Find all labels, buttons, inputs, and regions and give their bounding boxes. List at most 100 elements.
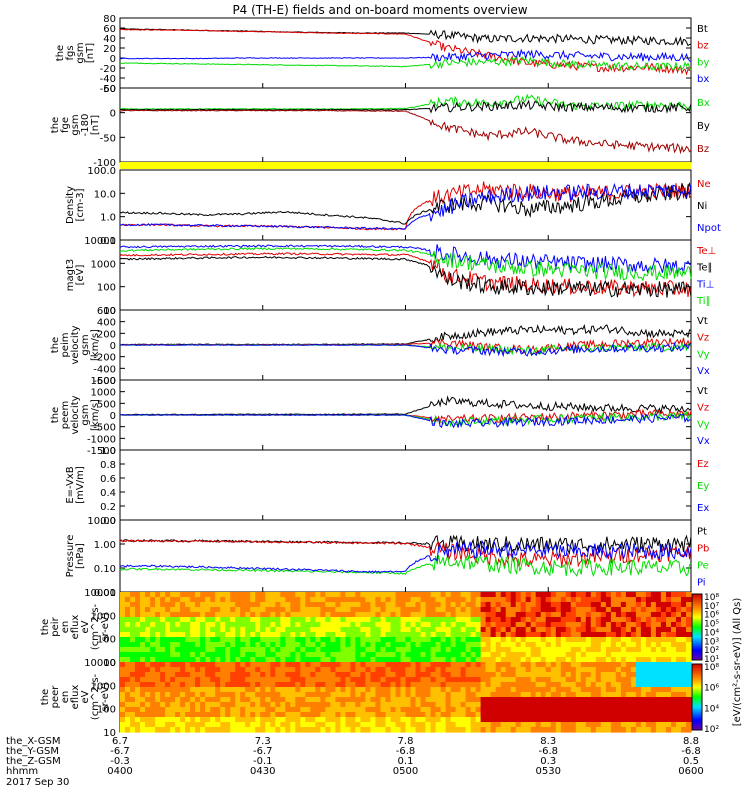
heatmap-cell xyxy=(165,697,171,703)
heatmap-cell xyxy=(510,662,517,668)
y-tick-label: 0.2 xyxy=(100,502,116,513)
heatmap-cell xyxy=(681,602,687,608)
heatmap-cell xyxy=(640,622,647,628)
heatmap-cell xyxy=(430,687,437,693)
heatmap-cell xyxy=(585,657,592,663)
heatmap-cell xyxy=(676,702,682,708)
heatmap-cell xyxy=(205,707,211,713)
heatmap-cell xyxy=(530,652,537,658)
x-tick-label: 7.3 xyxy=(255,736,271,747)
heatmap-cell xyxy=(440,662,447,668)
heatmap-cell xyxy=(290,667,296,673)
heatmap-cell xyxy=(605,702,612,708)
heatmap-cell xyxy=(676,717,682,723)
heatmap-cell xyxy=(600,707,607,713)
heatmap-cell xyxy=(230,657,236,663)
heatmap-cell xyxy=(635,682,642,688)
heatmap-cell xyxy=(681,722,687,728)
legend-Te∥: Te∥ xyxy=(696,263,713,274)
heatmap-cell xyxy=(235,727,241,733)
heatmap-cell xyxy=(585,717,592,723)
heatmap-cell xyxy=(290,672,296,678)
heatmap-cell xyxy=(445,662,452,668)
heatmap-cell xyxy=(450,602,457,608)
heatmap-cell xyxy=(175,657,181,663)
heatmap-cell xyxy=(660,677,667,683)
heatmap-cell xyxy=(565,642,572,648)
heatmap-cell xyxy=(435,652,442,658)
heatmap-cell xyxy=(165,712,171,718)
heatmap-cell xyxy=(550,667,557,673)
heatmap-cell xyxy=(275,597,281,603)
heatmap-cell xyxy=(500,697,507,703)
heatmap-cell xyxy=(400,602,407,608)
heatmap-cell xyxy=(535,707,542,713)
heatmap-cell xyxy=(590,592,597,598)
heatmap-cell xyxy=(325,667,331,673)
heatmap-cell xyxy=(230,702,236,708)
heatmap-cell xyxy=(676,707,682,713)
heatmap-cell xyxy=(630,677,637,683)
heatmap-cell xyxy=(315,692,321,698)
y-axis-label: the xyxy=(50,117,61,133)
heatmap-cell xyxy=(400,712,407,718)
heatmap-cell xyxy=(550,597,557,603)
heatmap-cell xyxy=(585,612,592,618)
heatmap-cell xyxy=(545,677,552,683)
heatmap-cell xyxy=(575,692,582,698)
heatmap-cell xyxy=(380,692,387,698)
y-tick-label: 100 xyxy=(97,705,116,716)
heatmap-cell xyxy=(450,622,457,628)
heatmap-cell xyxy=(345,667,351,673)
heatmap-cell xyxy=(671,632,677,638)
heatmap-cell xyxy=(365,607,371,613)
heatmap-cell xyxy=(625,612,632,618)
heatmap-cell xyxy=(615,602,622,608)
heatmap-cell xyxy=(525,677,532,683)
heatmap-cell xyxy=(540,702,547,708)
heatmap-cell xyxy=(130,592,136,598)
heatmap-cell xyxy=(410,682,417,688)
heatmap-cell xyxy=(575,667,582,673)
heatmap-cell xyxy=(245,657,251,663)
heatmap-cell xyxy=(585,622,592,628)
heatmap-cell xyxy=(170,622,176,628)
heatmap-cell xyxy=(385,682,392,688)
heatmap-cell xyxy=(485,632,492,638)
heatmap-cell xyxy=(330,637,336,643)
y-axis-label: peir xyxy=(50,616,61,636)
heatmap-cell xyxy=(165,677,171,683)
heatmap-cell xyxy=(150,672,156,678)
heatmap-cell xyxy=(510,667,517,673)
heatmap-cell xyxy=(140,597,146,603)
x-tick-label: 0430 xyxy=(250,766,275,777)
heatmap-cell xyxy=(686,627,692,633)
heatmap-cell xyxy=(330,672,336,678)
heatmap-cell xyxy=(430,602,437,608)
heatmap-cell xyxy=(495,597,502,603)
heatmap-cell xyxy=(655,692,662,698)
heatmap-cell xyxy=(345,627,351,633)
heatmap-cell xyxy=(640,627,647,633)
heatmap-cell xyxy=(430,627,437,633)
heatmap-cell xyxy=(495,692,502,698)
heatmap-cell xyxy=(640,677,647,683)
heatmap-cell xyxy=(210,592,216,598)
heatmap-cell xyxy=(210,642,216,648)
heatmap-cell xyxy=(305,697,311,703)
heatmap-cell xyxy=(525,637,532,643)
heatmap-cell xyxy=(575,647,582,653)
heatmap-cell xyxy=(495,682,502,688)
heatmap-cell xyxy=(320,652,326,658)
heatmap-cell xyxy=(490,622,497,628)
heatmap-cell xyxy=(455,682,462,688)
heatmap-cell xyxy=(305,637,311,643)
heatmap-cell xyxy=(295,692,301,698)
heatmap-cell xyxy=(345,617,351,623)
heatmap-cell xyxy=(135,717,141,723)
heatmap-cell xyxy=(676,637,682,643)
heatmap-cell xyxy=(500,637,507,643)
heatmap-cell xyxy=(445,727,452,733)
y-axis-label: [km/s] xyxy=(90,329,101,361)
heatmap-cell xyxy=(510,602,517,608)
